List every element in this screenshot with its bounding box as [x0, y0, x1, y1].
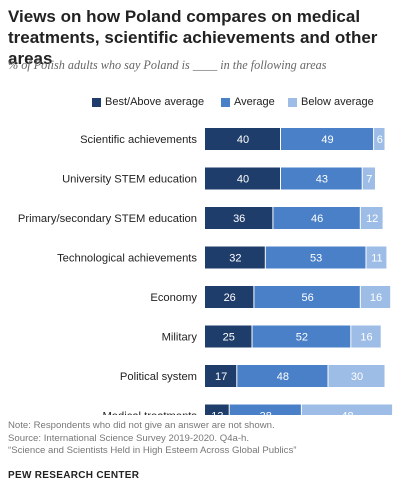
- chart-title: Views on how Poland compares on medical …: [8, 7, 378, 68]
- chart-subtitle: % of Polish adults who say Poland is ___…: [8, 58, 327, 72]
- bar-best-above-average-primary-secondary-stem-education: [205, 207, 273, 229]
- legend-label-below: Below average: [301, 96, 374, 108]
- note-text: Note: Respondents who did not give an an…: [8, 420, 275, 431]
- legend-label-average: Average: [234, 96, 275, 108]
- bar-average-military: [252, 325, 351, 348]
- data-label-average-medical-treatments: 38: [260, 411, 272, 416]
- data-label-average-military: 52: [296, 332, 308, 344]
- notes: Note: Respondents who did not give an an…: [8, 420, 296, 458]
- category-label-scientific-achievements: Scientific achievements: [80, 134, 197, 146]
- data-label-best-above-average-political-system: 17: [215, 371, 227, 383]
- bar-best-above-average-medical-treatments: [205, 404, 229, 415]
- data-label-below-average-scientific-achievements: 6: [377, 134, 383, 146]
- category-label-university-stem-education: University STEM education: [62, 174, 197, 186]
- source-text: Source: International Science Survey 201…: [8, 432, 250, 444]
- bar-best-above-average-scientific-achievements: [205, 128, 280, 150]
- bar-below-average-military: [351, 325, 381, 348]
- data-label-below-average-military: 16: [360, 332, 372, 344]
- report-text: “Science and Scientists Held in High Est…: [8, 445, 297, 456]
- category-label-medical-treatments: Medical treatments: [102, 411, 197, 416]
- data-label-below-average-political-system: 30: [351, 371, 363, 383]
- data-label-average-economy: 56: [301, 292, 313, 304]
- bar-average-economy: [254, 286, 360, 308]
- bar-below-average-university-stem-education: [362, 167, 375, 190]
- brand-logo-text: PEW RESEARCH CENTER: [8, 470, 140, 481]
- legend-swatch-average: [221, 98, 230, 107]
- data-label-below-average-economy: 16: [370, 292, 382, 304]
- bar-average-political-system: [237, 365, 328, 387]
- legend-item-average: Average: [221, 95, 275, 109]
- bar-average-primary-secondary-stem-education: [273, 207, 360, 229]
- bar-best-above-average-university-stem-education: [205, 167, 280, 190]
- data-label-average-university-stem-education: 43: [316, 174, 328, 186]
- bar-average-medical-treatments: [229, 404, 301, 415]
- bar-best-above-average-technological-achievements: [205, 246, 265, 269]
- bar-below-average-economy: [360, 286, 391, 308]
- category-label-political-system: Political system: [120, 371, 197, 383]
- legend-item-best: Best/Above average: [92, 95, 204, 109]
- category-label-technological-achievements: Technological achievements: [57, 253, 197, 265]
- bar-best-above-average-political-system: [205, 365, 237, 387]
- data-label-best-above-average-university-stem-education: 40: [237, 174, 249, 186]
- data-label-best-above-average-technological-achievements: 32: [229, 253, 241, 265]
- data-label-average-primary-secondary-stem-education: 46: [311, 213, 323, 225]
- data-label-below-average-medical-treatments: 48: [341, 411, 353, 416]
- data-label-best-above-average-scientific-achievements: 40: [237, 134, 249, 146]
- bar-average-university-stem-education: [281, 167, 362, 190]
- bar-best-above-average-economy: [205, 286, 254, 308]
- data-label-below-average-university-stem-education: 7: [366, 174, 372, 186]
- bar-below-average-medical-treatments: [301, 404, 393, 415]
- data-label-best-above-average-primary-secondary-stem-education: 36: [233, 213, 245, 225]
- category-label-primary-secondary-stem-education: Primary/secondary STEM education: [18, 213, 197, 225]
- data-label-average-scientific-achievements: 49: [321, 134, 333, 146]
- data-label-average-technological-achievements: 53: [310, 253, 322, 265]
- legend-label-best: Best/Above average: [105, 96, 205, 108]
- legend-swatch-best: [92, 98, 101, 107]
- bar-below-average-political-system: [328, 365, 385, 387]
- bar-below-average-primary-secondary-stem-education: [360, 207, 383, 229]
- data-label-best-above-average-medical-treatments: 13: [211, 411, 223, 416]
- category-label-military: Military: [162, 332, 198, 344]
- data-label-best-above-average-economy: 26: [224, 292, 236, 304]
- data-label-below-average-primary-secondary-stem-education: 12: [366, 213, 378, 225]
- data-label-average-political-system: 48: [277, 371, 289, 383]
- bar-average-technological-achievements: [265, 246, 366, 269]
- bar-below-average-scientific-achievements: [374, 128, 385, 150]
- data-label-best-above-average-military: 25: [223, 332, 235, 344]
- data-label-below-average-technological-achievements: 11: [371, 253, 382, 265]
- legend-swatch-below: [288, 98, 297, 107]
- bar-best-above-average-military: [205, 325, 252, 348]
- bar-below-average-technological-achievements: [366, 246, 387, 269]
- stacked-bar-chart: Scientific achievements 40 49 6 University S…: [18, 128, 393, 416]
- category-label-economy: Economy: [150, 292, 197, 304]
- bar-average-scientific-achievements: [281, 128, 374, 150]
- legend-item-below: Below average: [288, 95, 374, 109]
